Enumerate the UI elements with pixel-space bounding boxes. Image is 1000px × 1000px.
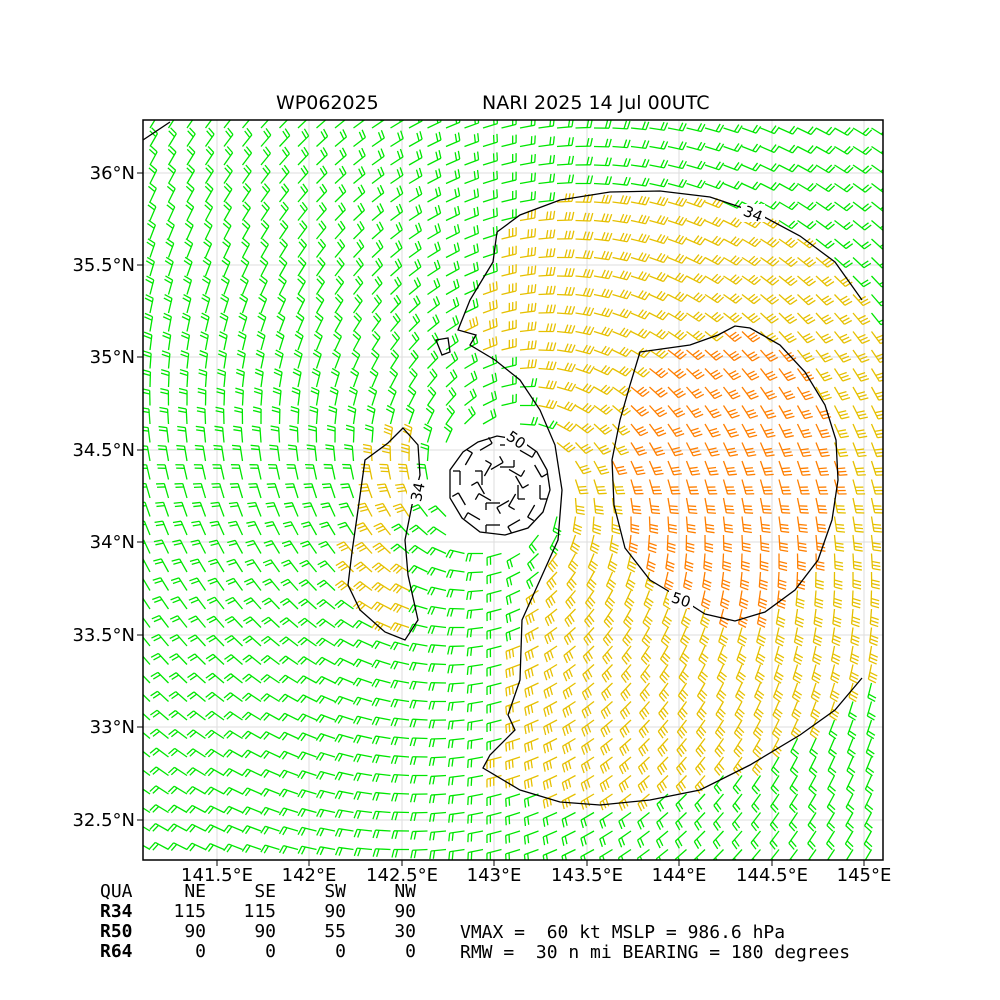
rmw-bearing-summary: RMW = 30 n mi BEARING = 180 degrees: [460, 942, 851, 963]
map-frame: [142, 119, 884, 861]
r64-nw: 0: [405, 941, 416, 962]
lat-label-33n: 33°N: [89, 717, 135, 738]
r50-se: 90: [254, 921, 276, 942]
header-se: SE: [254, 881, 276, 902]
vmax-mslp-summary: VMAX = 60 kt MSLP = 986.6 hPa: [460, 922, 786, 943]
row-label-r64: R64: [100, 941, 133, 962]
core-wind-barbs: [451, 436, 549, 534]
lat-label-35n: 35°N: [89, 347, 135, 368]
wind-radii-table: QUA NE SE SW NW R34 115 115 90 90 R50 90…: [100, 882, 416, 962]
r64-sw: 0: [335, 941, 346, 962]
r64-se: 0: [265, 941, 276, 962]
lon-label-142e: 142°E: [281, 865, 337, 886]
lon-label-144e: 144°E: [651, 865, 707, 886]
wind-barbs: [143, 120, 883, 860]
axis-ticks: [137, 172, 865, 866]
lat-label-36n: 36°N: [89, 163, 135, 184]
r34-sw: 90: [324, 901, 346, 922]
lon-label-144-5e: 144.5°E: [736, 865, 808, 886]
lon-label-143e: 143°E: [466, 865, 522, 886]
lat-label-34-5n: 34.5°N: [72, 440, 135, 461]
lon-label-143-5e: 143.5°E: [551, 865, 623, 886]
contour-label-50-e: 50: [669, 588, 693, 611]
row-label-r50: R50: [100, 921, 133, 942]
table-row-r64: R64 0 0 0 0: [100, 942, 416, 962]
contour-label-34-w: 34: [407, 481, 429, 503]
table-header-row: QUA NE SE SW NW: [100, 882, 416, 902]
contour-34kt-notch: [435, 337, 451, 356]
header-nw: NW: [394, 881, 416, 902]
lat-label-33-5n: 33.5°N: [72, 625, 135, 646]
r50-sw: 55: [324, 921, 346, 942]
r34-nw: 90: [394, 901, 416, 922]
header-ne: NE: [184, 881, 206, 902]
header-sw: SW: [324, 881, 346, 902]
lon-label-142-5e: 142.5°E: [366, 865, 438, 886]
r34-ne: 115: [173, 901, 206, 922]
row-label-r34: R34: [100, 901, 133, 922]
lon-label-141-5e: 141.5°E: [181, 865, 253, 886]
storm-info-title: NARI 2025 14 Jul 00UTC: [482, 92, 710, 114]
contours: [143, 121, 863, 806]
table-row-r34: R34 115 115 90 90: [100, 902, 416, 922]
lon-label-145e: 145°E: [836, 865, 892, 886]
contour-50kt-east: [611, 325, 839, 622]
r50-ne: 90: [184, 921, 206, 942]
r50-nw: 30: [394, 921, 416, 942]
storm-id-title: WP062025: [276, 92, 379, 114]
r64-ne: 0: [195, 941, 206, 962]
contour-34kt-east: [457, 231, 863, 806]
contour-label-34-ne: 34: [741, 202, 765, 226]
contour-34kt-outer: [143, 121, 863, 301]
table-row-r50: R50 90 90 55 30: [100, 922, 416, 942]
r34-se: 115: [243, 901, 276, 922]
lat-label-32-5n: 32.5°N: [72, 810, 135, 831]
lat-label-34n: 34°N: [89, 532, 135, 553]
header-qua: QUA: [100, 881, 133, 902]
lat-label-35-5n: 35.5°N: [72, 255, 135, 276]
